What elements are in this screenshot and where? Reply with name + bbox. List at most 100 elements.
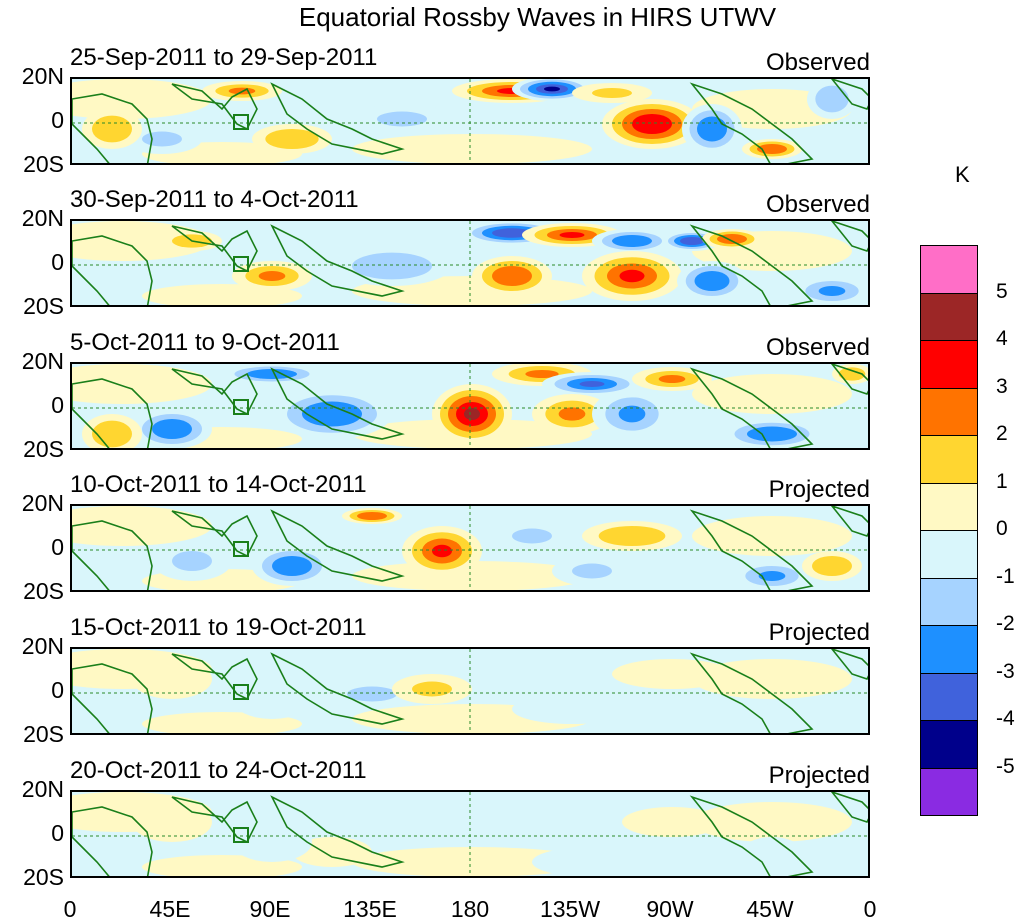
coastline <box>830 792 868 823</box>
colorbar-tick-label: -2 <box>996 612 1015 635</box>
anomaly-contour <box>512 528 552 544</box>
longitude-label: 90E <box>249 896 291 922</box>
latitude-label: 0 <box>51 107 64 133</box>
panel-date-range: 30-Sep-2011 to 4-Oct-2011 <box>70 186 359 213</box>
coastline <box>72 806 153 876</box>
coastline <box>171 83 258 131</box>
anomaly-map <box>70 647 870 735</box>
anomaly-contour <box>492 266 532 286</box>
anomaly-contour <box>172 551 212 571</box>
latitude-label: 20S <box>23 578 64 604</box>
anomaly-contour <box>559 232 585 238</box>
region-box <box>233 256 249 272</box>
coastline <box>72 93 153 163</box>
colorbar-tick-label: 3 <box>996 374 1008 398</box>
latitude-label: 20S <box>23 864 64 890</box>
anomaly-contour <box>838 367 866 381</box>
latitude-label: 20S <box>23 293 64 319</box>
coastline <box>171 225 258 273</box>
longitude-label: 45E <box>149 896 191 922</box>
anomaly-contour <box>818 286 846 296</box>
anomaly-contour <box>377 111 427 127</box>
coastline <box>830 506 868 537</box>
coastline <box>689 224 814 305</box>
coastline <box>72 520 153 590</box>
anomaly-contour <box>697 116 727 142</box>
longitude-label: 135W <box>539 896 601 922</box>
anomaly-contour <box>757 144 787 154</box>
anomaly-contour <box>347 686 397 702</box>
colorbar-unit: K <box>955 162 970 187</box>
colorbar-swatch <box>920 387 978 436</box>
colorbar-tick-label: 4 <box>996 327 1008 350</box>
colorbar-tick-label: 5 <box>996 279 1008 303</box>
latitude-label: 20N <box>21 776 64 802</box>
anomaly-contour <box>432 544 452 558</box>
anomaly-contour <box>758 571 786 581</box>
anomaly-contour <box>352 847 592 876</box>
panel-kind-label: Observed <box>765 49 870 76</box>
region-box <box>233 827 249 843</box>
coastline <box>830 364 868 395</box>
anomaly-contour <box>352 134 592 163</box>
colorbar-swatch <box>920 577 978 626</box>
anomaly-contour <box>632 114 672 134</box>
region-box <box>233 399 249 415</box>
coastline <box>689 82 814 163</box>
anomaly-map <box>70 790 870 878</box>
coastline <box>270 795 405 868</box>
longitude-label: 0 <box>863 896 877 922</box>
anomaly-contour <box>92 115 132 143</box>
colorbar-tick-label: 1 <box>996 469 1008 493</box>
colorbar-tick-label: -5 <box>996 754 1015 778</box>
anomaly-contour <box>265 129 319 149</box>
anomaly-contour <box>247 369 297 379</box>
latitude-label: 0 <box>51 249 64 275</box>
panel-kind-label: Projected <box>768 619 870 646</box>
anomaly-contour <box>812 556 852 576</box>
latitude-label: 20S <box>23 436 64 462</box>
colorbar-tick-label: -1 <box>996 564 1015 588</box>
anomaly-contour <box>572 563 612 579</box>
colorbar-swatch <box>920 767 978 816</box>
anomaly-contour <box>694 271 730 291</box>
latitude-label: 20N <box>21 490 64 516</box>
longitude-label: 135E <box>343 896 397 922</box>
coastline <box>270 224 405 297</box>
anomaly-contour <box>72 221 212 261</box>
coastline <box>689 652 814 733</box>
anomaly-contour <box>272 556 312 576</box>
latitude-label: 0 <box>51 820 64 846</box>
anomaly-contour <box>525 370 559 378</box>
anomaly-contour <box>464 408 480 420</box>
coastline <box>72 235 153 305</box>
coastline <box>171 653 258 701</box>
anomaly-contour <box>558 407 586 421</box>
colorbar-tick-label: -3 <box>996 659 1015 683</box>
anomaly-contour <box>412 681 452 697</box>
panel-date-range: 10-Oct-2011 to 14-Oct-2011 <box>70 471 367 498</box>
anomaly-contour <box>579 381 605 387</box>
colorbar-swatch <box>920 672 978 721</box>
coastline <box>72 378 153 448</box>
anomaly-contour <box>72 506 212 546</box>
panel-kind-label: Projected <box>768 476 870 503</box>
colorbar-swatch <box>920 435 978 484</box>
anomaly-contour <box>357 512 387 520</box>
panel-kind-label: Projected <box>768 762 870 789</box>
colorbar-swatch <box>920 482 978 531</box>
panel-date-range: 15-Oct-2011 to 19-Oct-2011 <box>70 614 367 641</box>
coastline <box>171 796 258 844</box>
anomaly-contour <box>612 659 732 689</box>
latitude-label: 20N <box>21 348 64 374</box>
region-box <box>233 541 249 557</box>
coastline <box>72 663 153 733</box>
anomaly-contour <box>492 228 532 238</box>
colorbar-tick-label: -4 <box>996 707 1015 730</box>
anomaly-contour <box>658 375 686 383</box>
anomaly-map <box>70 362 870 450</box>
anomaly-contour <box>72 79 212 119</box>
latitude-label: 20S <box>23 721 64 747</box>
anomaly-contour <box>680 237 704 245</box>
longitude-label: 180 <box>450 896 490 922</box>
